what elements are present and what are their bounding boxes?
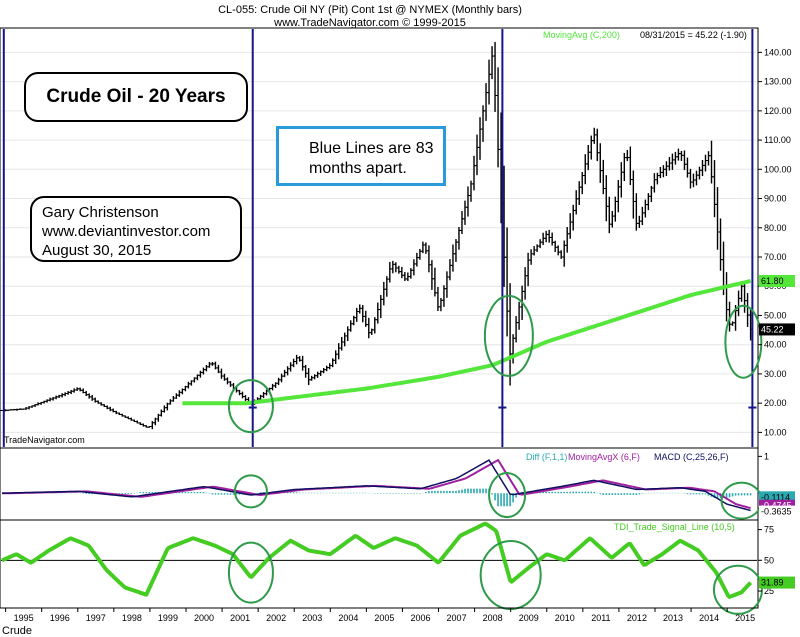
price-y-tick-label: 140.00: [764, 47, 792, 57]
moving-average-line: [182, 279, 752, 406]
tdi-panel: [0, 519, 759, 609]
author-date: August 30, 2015: [42, 242, 152, 259]
x-tick-label: 1996: [50, 613, 70, 623]
last-price-label: 08/31/2015 = 45.22 (-1.90): [640, 30, 747, 40]
footer-label: Crude: [2, 625, 32, 637]
x-tick-label: 2014: [699, 613, 719, 623]
price-y-tick-label: 30.00: [764, 369, 787, 379]
price-y-tick-label: 130.00: [764, 77, 792, 87]
price-y-tick-label: 40.00: [764, 340, 787, 350]
price-y-tick-label: 10.00: [764, 427, 787, 437]
price-y-tick-label: 100.00: [764, 164, 792, 174]
highlight-circle: [233, 474, 268, 509]
x-tick-label: 2000: [194, 613, 214, 623]
author-box: Gary Christenson www.deviantinvestor.com…: [30, 196, 242, 262]
price-y-tick-label: 50.00: [764, 310, 787, 320]
x-tick-label: 2006: [410, 613, 430, 623]
price-y-tick-label: 120.00: [764, 106, 792, 116]
x-axis: 1995 1996 1997 1998 1999 2000 2001 2002 2003 2004…: [0, 607, 758, 623]
last-price-badge: 45.22: [759, 323, 795, 336]
svg-text:-0.3635: -0.3635: [761, 507, 792, 517]
highlight-circle: [483, 294, 534, 377]
x-tick-label: 2012: [627, 613, 647, 623]
x-tick-label: 1995: [14, 613, 34, 623]
x-tick-label: 2008: [483, 613, 503, 623]
chart-title-box: Crude Oil - 20 Years: [24, 72, 248, 122]
x-tick-label: 2015: [735, 613, 755, 623]
highlight-circle: [488, 472, 527, 519]
moving-average-legend: MovingAvg (C,200): [543, 30, 620, 40]
macd-legend-diff: Diff (F,1,1): [526, 452, 567, 462]
macd-value-badge: -0.3635: [759, 505, 795, 518]
chart-title: Crude Oil - 20 Years: [46, 86, 226, 107]
note-box: Blue Lines are 83 months apart.: [276, 126, 446, 186]
svg-text:61.80: 61.80: [761, 276, 784, 286]
x-tick-label: 2011: [591, 613, 610, 623]
x-tick-label: 1998: [122, 613, 142, 623]
x-tick-label: 1997: [86, 613, 106, 623]
macd-line: [1, 459, 751, 512]
macd-legend-signal: MovingAvgX (6,F): [568, 452, 640, 462]
price-y-tick-label: 90.00: [764, 194, 787, 204]
author-name: Gary Christenson: [42, 204, 159, 221]
chart-header-line1: CL-055: Crude Oil NY (Pit) Cont 1st @ NY…: [218, 4, 522, 16]
tdi-y-tick-label: 25: [764, 586, 774, 596]
macd-panel: [0, 447, 759, 521]
x-tick-label: 2013: [663, 613, 683, 623]
x-tick-label: 2004: [338, 613, 358, 623]
price-y-tick-label: 110.00: [764, 135, 791, 145]
highlight-circle: [227, 379, 274, 434]
svg-text:-0.1114: -0.1114: [761, 492, 790, 502]
price-y-tick-label: 20.00: [764, 398, 787, 408]
macd-legend-macd: MACD (C,25,26,F): [654, 452, 729, 462]
svg-text:45.22: 45.22: [761, 324, 784, 334]
tdi-y-tick-label: 50: [764, 555, 774, 565]
tdi-y-tick-label: 75: [764, 525, 774, 535]
chart-header-line2: www.TradeNavigator.com © 1999-2015: [273, 17, 466, 29]
x-tick-label: 2005: [374, 613, 394, 623]
note-line-2: months apart.: [309, 160, 407, 177]
tdi-legend: TDI_Trade_Signal_Line (10,5): [614, 522, 735, 532]
x-tick-label: 1999: [158, 613, 178, 623]
x-tick-label: 2002: [266, 613, 286, 623]
moving-average-value-badge: 61.80: [759, 274, 795, 287]
y-axes: 10.0020.0030.0040.0050.0060.0070.0080.00…: [758, 47, 795, 596]
note-line-1: Blue Lines are 83: [309, 140, 434, 157]
svg-text:31.89: 31.89: [761, 578, 784, 588]
price-y-tick-label: 70.00: [764, 252, 787, 262]
price-y-tick-label: 80.00: [764, 223, 787, 233]
highlight-circle: [724, 304, 763, 379]
x-tick-label: 2007: [447, 613, 467, 623]
tdi-value-badge: 31.89: [759, 576, 795, 589]
highlight-circle: [227, 541, 274, 604]
blue-vertical-lines: [2, 29, 757, 447]
price-highlight-circles: [227, 294, 763, 434]
x-tick-label: 2001: [230, 613, 250, 623]
x-tick-label: 2010: [555, 613, 575, 623]
macd-y-tick-label: 1: [764, 451, 769, 461]
tdi-signal-line: [1, 521, 753, 599]
macd-highlight-circles: [233, 472, 763, 520]
x-tick-label: 2003: [302, 613, 322, 623]
author-website: www.deviantinvestor.com: [42, 223, 211, 240]
x-tick-label: 2009: [519, 613, 539, 623]
highlight-circle: [712, 564, 763, 615]
watermark: TradeNavigator.com: [4, 435, 85, 445]
